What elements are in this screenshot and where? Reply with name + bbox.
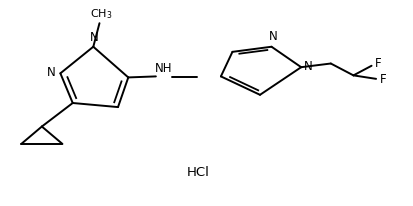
- Text: F: F: [375, 57, 382, 70]
- Text: CH$_3$: CH$_3$: [90, 7, 113, 21]
- Text: N: N: [304, 60, 312, 73]
- Text: N: N: [90, 31, 99, 44]
- Text: HCl: HCl: [187, 166, 210, 179]
- Text: N: N: [269, 30, 278, 43]
- Text: F: F: [380, 73, 387, 85]
- Text: NH: NH: [154, 62, 172, 75]
- Text: N: N: [47, 66, 56, 79]
